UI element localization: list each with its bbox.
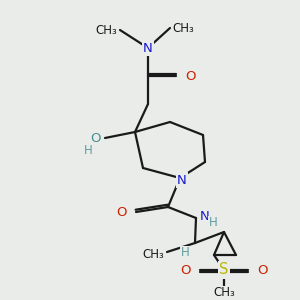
Text: CH₃: CH₃ xyxy=(142,248,164,260)
Text: H: H xyxy=(181,247,190,260)
Text: O: O xyxy=(91,131,101,145)
Text: CH₃: CH₃ xyxy=(213,286,235,299)
Text: N: N xyxy=(200,211,210,224)
Text: N: N xyxy=(143,41,153,55)
Text: CH₃: CH₃ xyxy=(95,23,117,37)
Text: S: S xyxy=(219,262,229,278)
Text: O: O xyxy=(185,70,196,83)
Text: CH₃: CH₃ xyxy=(172,22,194,34)
Text: H: H xyxy=(209,217,218,230)
Text: N: N xyxy=(177,173,187,187)
Text: H: H xyxy=(84,143,93,157)
Text: O: O xyxy=(257,263,268,277)
Text: O: O xyxy=(116,206,127,218)
Text: O: O xyxy=(181,263,191,277)
